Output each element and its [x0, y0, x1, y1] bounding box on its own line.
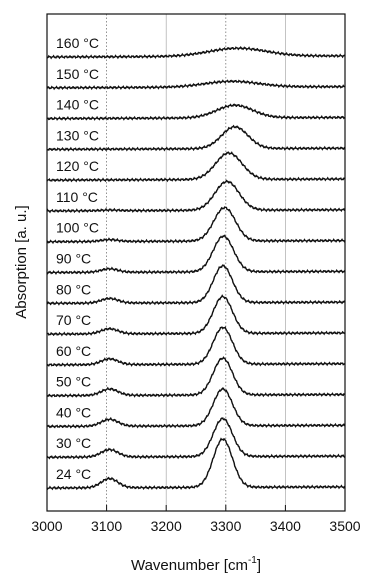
spectra-curves	[46, 46, 346, 491]
series-label: 150 °C	[56, 66, 99, 82]
x-tick-label: 3100	[91, 518, 122, 534]
series-label: 70 °C	[56, 312, 91, 328]
spectrum-line	[46, 234, 346, 275]
plot-frame	[46, 13, 346, 512]
spectrum-line	[46, 294, 346, 337]
series-label: 110 °C	[56, 189, 98, 205]
x-axis-title-sup: -1	[248, 555, 257, 566]
series-label: 120 °C	[56, 158, 99, 174]
series-label: 30 °C	[56, 435, 91, 451]
series-label: 140 °C	[56, 97, 99, 113]
spectrum-line	[46, 124, 346, 152]
x-tick-label: 3000	[31, 518, 62, 534]
x-tick-label: 3300	[210, 518, 241, 534]
series-label: 130 °C	[56, 127, 99, 143]
spectrum-line	[46, 387, 346, 429]
series-label: 40 °C	[56, 404, 91, 420]
spectrum-line	[46, 326, 346, 368]
series-label: 60 °C	[56, 343, 91, 359]
spectrum-line	[46, 264, 346, 306]
spectrum-line	[46, 46, 346, 60]
spectrum-line	[46, 79, 346, 91]
series-label: 160 °C	[56, 35, 99, 51]
x-axis-title-main: Wavenumber [cm	[131, 557, 248, 574]
series-label: 24 °C	[56, 466, 91, 482]
x-axis-title-end: ]	[257, 557, 261, 574]
x-tick-label: 3500	[329, 518, 360, 534]
series-label: 100 °C	[56, 220, 99, 236]
spectrum-line	[46, 417, 346, 460]
spectrum-line	[46, 179, 346, 214]
series-label: 80 °C	[56, 281, 91, 297]
spectrum-line	[46, 103, 346, 121]
x-ticks: 3000 3100 3200 3300 3400 3500	[31, 505, 361, 534]
x-tick-label: 3400	[270, 518, 301, 534]
series-label: 90 °C	[56, 251, 91, 267]
curve-labels: 160 °C 150 °C 140 °C 130 °C 120 °C 110 °C 100 …	[56, 35, 99, 482]
y-axis-title: Absorption [a. u.]	[13, 205, 30, 318]
series-label: 50 °C	[56, 374, 91, 390]
x-axis-title: Wavenumber [cm-1]	[131, 555, 261, 574]
grid-lines	[106, 14, 286, 511]
spectrum-line	[46, 356, 346, 399]
x-tick-label: 3200	[151, 518, 182, 534]
spectrum-line	[46, 151, 346, 183]
spectrum-line	[46, 206, 346, 245]
spectrum-line	[46, 437, 346, 491]
